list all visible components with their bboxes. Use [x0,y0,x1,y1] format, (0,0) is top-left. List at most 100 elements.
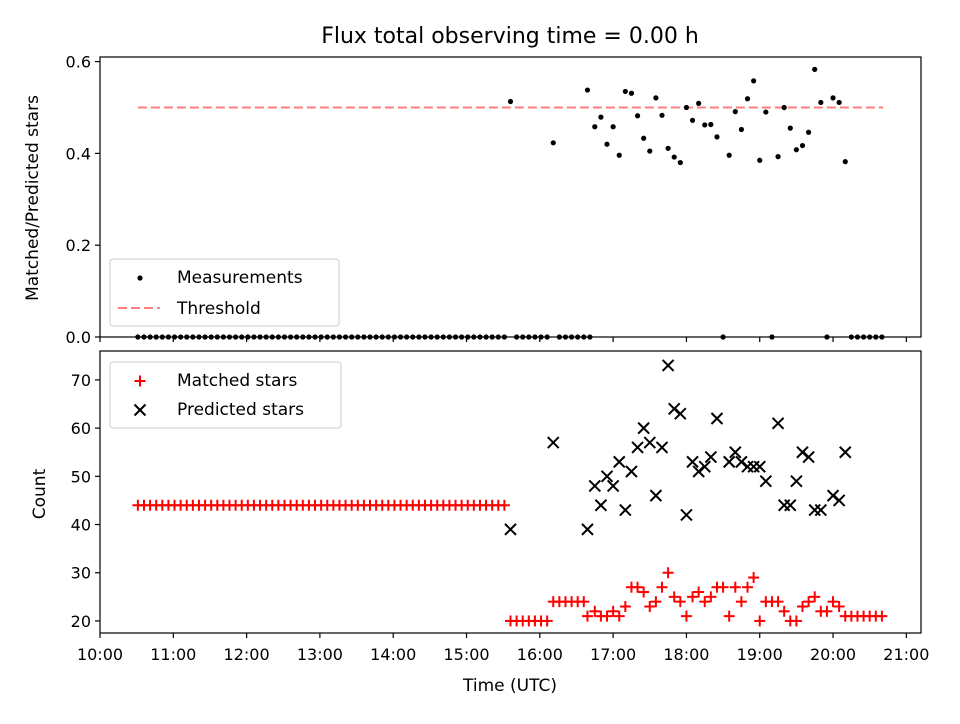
measurement-point [799,142,806,149]
matched-point [674,596,686,608]
matched-point [742,581,754,593]
measurement-point [641,135,647,141]
top-ytick-label: 0.0 [66,328,91,347]
bottom-xtick-label: 12:00 [224,645,270,664]
measurement-point [159,334,165,340]
measurement-point [714,134,720,140]
measurement-point [141,334,147,340]
bottom-ytick-label: 20 [71,612,91,631]
bottom-xtick-label: 20:00 [810,645,856,664]
measurement-point [689,117,696,123]
predicted-point [722,455,736,469]
measurement-point [220,334,226,340]
bottom-ytick-label: 40 [71,516,91,535]
measurement-point [879,334,885,340]
matched-point [668,591,680,603]
matched-point [578,596,590,608]
measurement-point [836,99,842,106]
predicted-point [839,446,852,459]
measurement-point [281,334,288,340]
measurement-point [514,334,520,340]
measurement-point [860,334,867,340]
predicted-point [625,465,638,478]
measurement-point [428,334,434,340]
predicted-point [588,479,602,493]
matched-point [589,605,601,617]
predicted-point [832,494,846,507]
measurement-point [416,334,422,340]
measurement-point [184,334,190,340]
measurement-point [647,148,653,154]
predicted-point [704,450,718,464]
matched-point [748,572,760,584]
top-ytick-label: 0.6 [66,53,91,72]
measurement-point [683,104,690,111]
measurement-point [434,334,440,340]
bottom-xtick-label: 11:00 [150,645,196,664]
matched-point [541,615,553,627]
bottom-xtick-label: 21:00 [883,645,929,664]
measurement-point [312,334,318,340]
predicted-point [814,503,828,517]
matched-point [796,600,808,612]
legend-predicted-label: Predicted stars [177,400,304,420]
matched-point [723,610,735,622]
measurement-point [702,122,708,128]
measurement-point [446,334,453,340]
matched-point [717,581,729,593]
measurement-point [379,334,385,340]
top-legend-box [109,258,340,327]
measurement-point [355,334,361,340]
measurement-point [584,87,591,93]
measurement-point [507,98,514,105]
matched-point [876,610,888,622]
measurement-point [775,154,781,160]
measurement-point [239,334,245,340]
measurement-point [628,90,635,96]
predicted-point [613,455,626,469]
measurement-point [349,334,355,340]
predicted-point [802,450,815,464]
measurement-point [665,145,671,151]
measurement-point [556,334,562,340]
matched-point [735,596,747,608]
measurement-point [598,114,604,120]
measurement-point [202,334,208,340]
measurement-point [824,334,830,340]
measurement-point [562,334,569,340]
measurement-point [318,334,324,340]
measurement-point [251,334,257,340]
measurement-point [726,152,732,158]
measurement-point [781,104,787,111]
measurement-point [769,334,775,340]
measurement-point [812,66,818,72]
measurement-point [269,334,275,340]
measurement-point [147,334,153,340]
bottom-y-axis-label: Count [30,468,50,519]
measurement-point [397,334,404,340]
measurement-point [367,334,373,340]
measurement-point [581,334,587,340]
bottom-ytick-label: 30 [71,564,91,583]
bottom-panel: 20 30 40 50 60 70 10:00 11:00 12:00 13:00 14:00 15:… [71,350,929,664]
matched-point [680,610,692,622]
chart-title: Flux total observing time = 0.00 h [321,24,699,49]
bottom-xtick-label: 16:00 [517,645,563,664]
matched-point [687,591,699,603]
measurement-point [373,334,379,340]
measurement-point [483,334,489,340]
matched-point [827,596,839,608]
predicted-point [594,499,608,512]
predicted-point [637,421,650,435]
predicted-point [674,407,687,420]
matched-point [656,581,668,593]
bottom-xtick-label: 14:00 [370,645,416,664]
predicted-point [680,508,693,522]
matched-point [581,610,593,622]
predicted-point [606,479,620,493]
predicted-point [753,460,766,473]
measurement-point [263,334,269,340]
measurement-point [452,334,459,340]
measurement-point [178,334,184,340]
bottom-xtick-label: 17:00 [590,645,636,664]
